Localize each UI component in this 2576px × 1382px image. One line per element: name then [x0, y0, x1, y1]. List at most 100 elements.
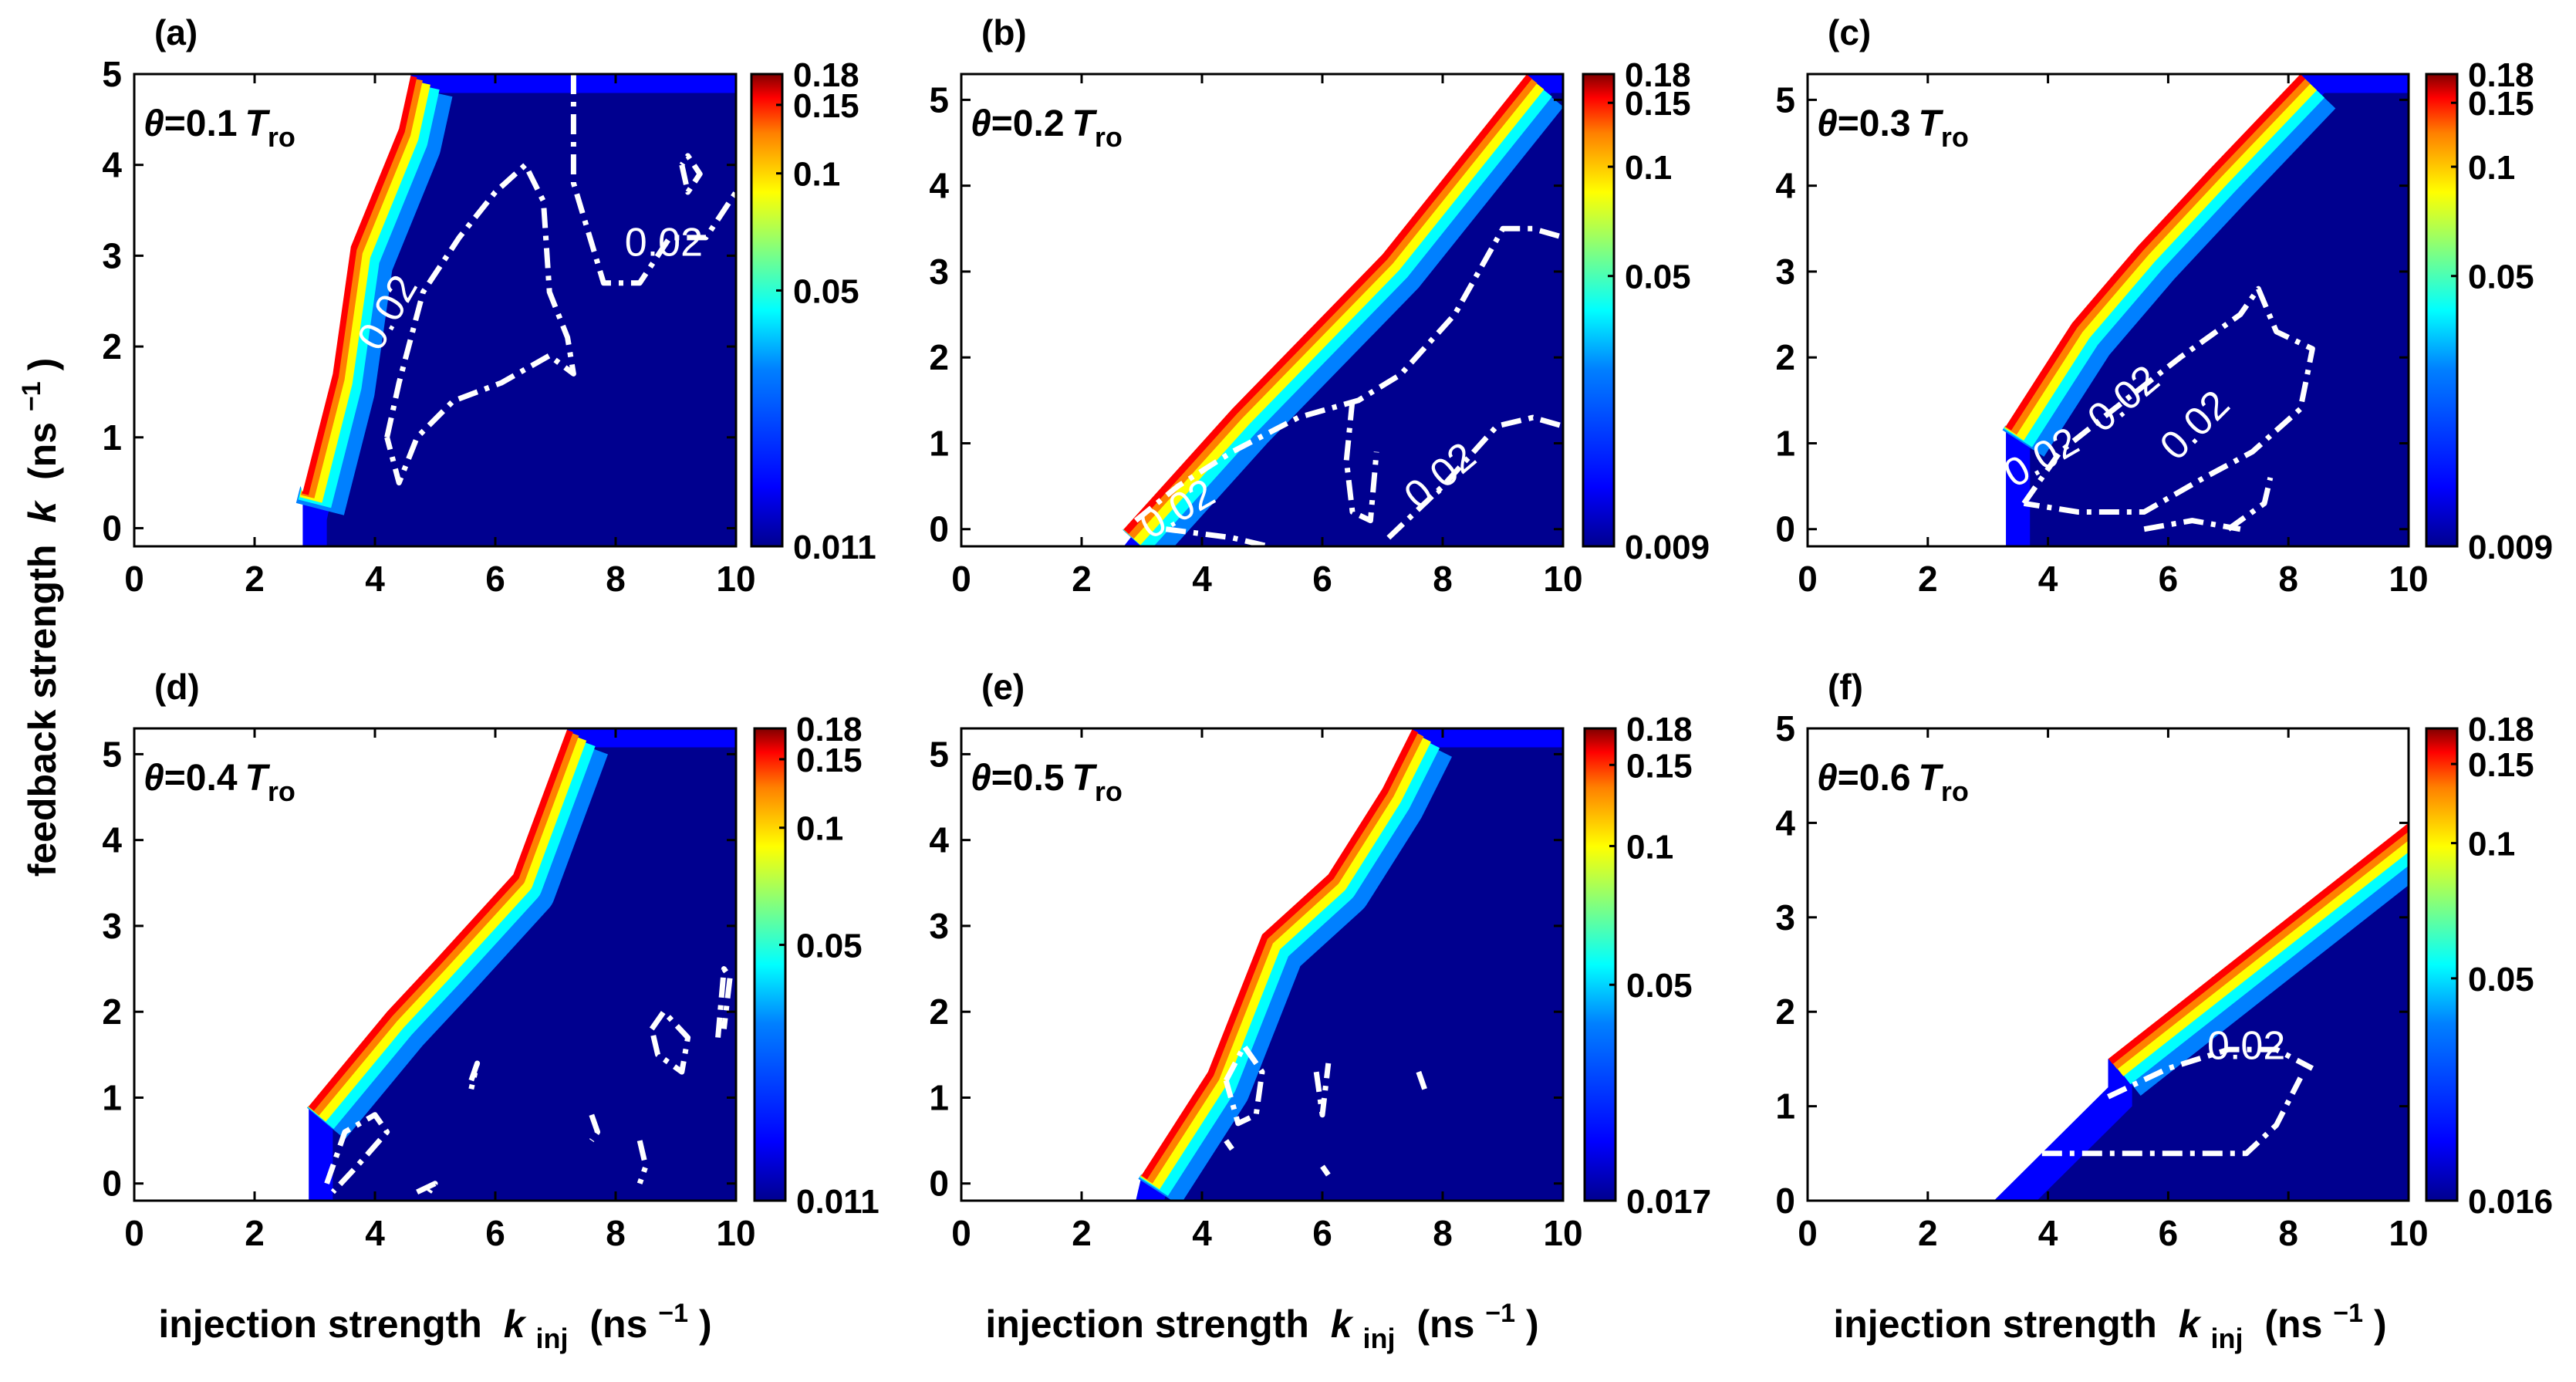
y-tick-label: 3 [1775, 897, 1795, 938]
y-tick-label: 0 [102, 508, 122, 548]
x-axis-label-main: injection strength [158, 1303, 481, 1346]
outside-mask [961, 728, 1413, 1175]
colorbar-tick-label: 0.1 [1626, 828, 1673, 866]
theta-unit-sub: ro [268, 121, 295, 153]
plot-area [134, 728, 736, 1201]
y-tick-label: 2 [1775, 337, 1795, 377]
colorbar: 0.180.15 0.1 0.05 0.009 [1582, 56, 1710, 566]
colorbar-tick-label: 0.05 [2468, 961, 2534, 998]
theta-eq: =0.6 [1838, 758, 1911, 799]
x-axis-label-unit-exp: −1 [1485, 1299, 1515, 1328]
contour-line-2 [1416, 1070, 1427, 1090]
x-tick-label: 10 [716, 559, 755, 599]
y-tick-label: 0 [929, 509, 949, 549]
contour-line-1 [2143, 518, 2241, 532]
theta-annotation: θ=0.5 Tro [971, 758, 1123, 807]
y-tick-label: 2 [102, 326, 122, 367]
contour-line-1 [1313, 1063, 1332, 1118]
outside-mask [1808, 74, 2301, 427]
edge-band-4 [2108, 823, 2409, 1065]
x-tick-label: 6 [1312, 1213, 1332, 1253]
y-tick-label: 2 [1775, 992, 1795, 1032]
axes-box [133, 727, 738, 1202]
y-tick-label: 0 [1775, 509, 1795, 549]
theta-unit-sym: T [245, 758, 271, 799]
theta-eq: =0.2 [991, 103, 1065, 144]
colorbar-tick-label: 0.009 [2468, 529, 2553, 566]
x-tick-label: 8 [1433, 1213, 1453, 1253]
theta-unit-sub: ro [1095, 121, 1123, 153]
y-tick-label: 4 [102, 820, 122, 860]
x-axis-label-unit-exp: −1 [2333, 1299, 2363, 1328]
colorbar-tick-label: 0.1 [796, 810, 843, 848]
colorbar-tick-label: 0.15 [793, 87, 859, 125]
x-tick-label: 10 [2389, 559, 2428, 599]
colorbar: 0.180.15 0.1 0.05 0.016 [2425, 711, 2553, 1221]
contour-line-3 [1224, 1139, 1234, 1151]
edge-band-4 [1123, 74, 1532, 534]
panel-label: (c) [1828, 12, 1871, 52]
panel-label: (d) [154, 667, 200, 707]
colorbar-tick-label: 0.15 [1626, 747, 1693, 785]
y-axis-label-sym: k [21, 500, 64, 523]
svg-text:injection strength k: injection strength k inj (ns −1 ) [158, 1287, 711, 1357]
x-axis-label-left: injection strength k inj (ns −1 ) [158, 1287, 711, 1357]
plot-area [961, 728, 1563, 1201]
data-region-core [326, 93, 736, 546]
colorbar-tick-label: 0.011 [793, 529, 876, 566]
x-tick-label: 4 [365, 1213, 385, 1253]
x-axis-label-sub: inj [2210, 1323, 2243, 1354]
contour-line-1 [570, 74, 736, 286]
plot-area: 0.02 [1808, 728, 2409, 1201]
y-tick-label: 5 [1775, 79, 1795, 120]
x-tick-label: 2 [245, 1213, 265, 1253]
y-tick-label: 3 [929, 252, 949, 292]
y-tick-label: 4 [929, 820, 949, 860]
x-tick-label: 4 [1192, 559, 1212, 599]
theta-unit-sub: ro [1095, 775, 1123, 807]
colorbar-tick-label: 0.05 [793, 272, 859, 310]
x-axis-label-main: injection strength [985, 1303, 1308, 1346]
outside-mask [1808, 728, 2409, 1059]
y-tick-label: 5 [929, 734, 949, 774]
x-tick-label: 4 [2038, 1213, 2058, 1253]
y-tick-label: 3 [1775, 252, 1795, 292]
y-tick-label: 5 [102, 54, 122, 94]
x-tick-label: 0 [1798, 559, 1818, 599]
x-tick-label: 2 [1072, 559, 1092, 599]
theta-unit-sym: T [1919, 758, 1944, 799]
theta-prefix: θ [143, 103, 164, 144]
y-tick-label: 4 [929, 166, 949, 206]
colorbar-gradient [1583, 727, 1617, 1202]
x-tick-label: 8 [2278, 559, 2298, 599]
outside-mask [961, 74, 1528, 529]
colorbar-gradient [750, 73, 784, 548]
x-axis-label-unit-close: ) [699, 1303, 712, 1346]
x-tick-label: 4 [2038, 559, 2058, 599]
theta-eq: =0.5 [991, 758, 1065, 799]
edge-band-4 [308, 729, 573, 1111]
colorbar-tick-label: 0.05 [2468, 258, 2534, 296]
x-tick-label: 10 [716, 1213, 755, 1253]
y-tick-label: 3 [929, 906, 949, 946]
contour-line-2 [1343, 400, 1379, 524]
colorbar-tick-label: 0.15 [796, 742, 863, 779]
contour-line-0 [1133, 225, 1563, 523]
x-axis-label-main: injection strength [1833, 1303, 2156, 1346]
axes-box [960, 73, 1565, 548]
y-tick-label: 0 [1775, 1181, 1795, 1221]
x-tick-label: 6 [485, 1213, 505, 1253]
x-axis-label-sym: k [1331, 1303, 1354, 1346]
y-tick-label: 3 [102, 235, 122, 275]
theta-unit-sub: ro [268, 775, 295, 807]
theta-eq: =0.4 [164, 758, 238, 799]
contour-line-0 [1223, 1043, 1265, 1127]
colorbar-tick-label: 0.1 [1625, 149, 1672, 187]
y-tick-label: 0 [929, 1164, 949, 1204]
colorbar-tick-label: 0.05 [796, 927, 863, 965]
theta-unit-sym: T [1072, 103, 1098, 144]
theta-prefix: θ [971, 758, 991, 799]
contour-line-2 [679, 153, 703, 195]
